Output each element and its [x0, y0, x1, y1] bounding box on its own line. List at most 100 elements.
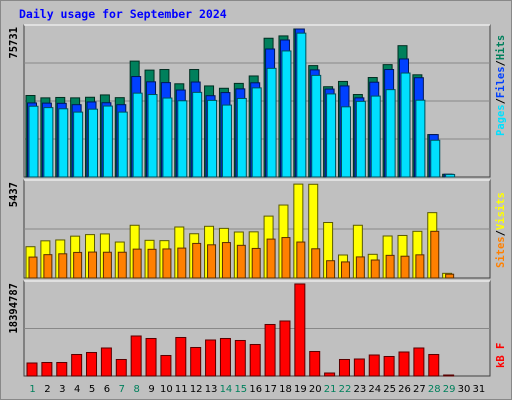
- kbytes-bar: [100, 347, 112, 377]
- kbytes-bar: [279, 320, 291, 377]
- pages-bar: [296, 32, 307, 178]
- sites-bar: [400, 255, 410, 279]
- sites-bar: [88, 251, 98, 279]
- x-tick-label: 22: [339, 384, 352, 395]
- sites-bar: [102, 251, 112, 279]
- pages-bar: [251, 87, 262, 178]
- kbytes-bar: [130, 335, 142, 377]
- x-tick-label: 6: [104, 384, 110, 395]
- kbytes-bar: [309, 350, 321, 377]
- kbytes-bar: [190, 346, 202, 377]
- sites-bar: [207, 244, 217, 279]
- x-tick-label: 15: [234, 384, 247, 395]
- x-tick-label: 3: [59, 384, 65, 395]
- kbytes-bar: [41, 361, 53, 377]
- x-tick-label: 28: [428, 384, 441, 395]
- pages-bar: [132, 92, 143, 178]
- pages-bar: [281, 50, 292, 178]
- sites-bar: [28, 256, 38, 279]
- kbytes-bar: [413, 347, 425, 377]
- x-tick-label: 8: [133, 384, 139, 395]
- kbytes-bar: [234, 339, 246, 377]
- kbytes-bar: [264, 323, 276, 377]
- x-tick-label: 26: [398, 384, 411, 395]
- pages-bar: [385, 89, 396, 178]
- x-tick-label: 23: [353, 384, 366, 395]
- x-tick-label: 18: [279, 384, 292, 395]
- bottom-max-label: 18394787: [8, 283, 20, 334]
- kbytes-bar: [115, 358, 127, 377]
- pages-bar: [88, 108, 99, 178]
- legend-sites: Sites: [495, 236, 507, 268]
- sites-bar: [296, 241, 306, 279]
- bottom-legend: kB F: [495, 343, 507, 368]
- pages-bar: [311, 74, 322, 178]
- middle-legend: Sites/Visits: [495, 192, 507, 268]
- pages-bar: [221, 104, 232, 178]
- x-tick-label: 13: [205, 384, 218, 395]
- kbytes-bar: [71, 353, 83, 377]
- sites-bar: [58, 253, 68, 279]
- sites-bar: [132, 248, 142, 279]
- x-tick-label: 12: [190, 384, 203, 395]
- x-tick-label: 30: [458, 384, 471, 395]
- x-tick-label: 7: [119, 384, 125, 395]
- x-tick-label: 16: [249, 384, 262, 395]
- legend-visits: Visits: [495, 192, 507, 230]
- pages-bar: [58, 108, 69, 178]
- pages-bar: [266, 67, 277, 178]
- x-tick-label: 20: [309, 384, 322, 395]
- kbytes-bar: [428, 353, 440, 377]
- pages-bar: [326, 93, 337, 178]
- pages-bar: [147, 94, 158, 178]
- pages-bar: [28, 105, 39, 178]
- middle-max-label: 5437: [8, 182, 20, 207]
- sites-bar: [311, 248, 321, 279]
- kbytes-bar: [398, 351, 410, 377]
- kbytes-bar: [145, 337, 157, 377]
- sites-bar: [415, 254, 425, 279]
- legend-pages: Pages: [495, 104, 507, 136]
- x-tick-label: 4: [74, 384, 80, 395]
- pages-bar: [73, 111, 84, 178]
- pages-bar: [445, 173, 456, 178]
- sites-bar: [370, 259, 380, 279]
- top-legend: Pages/Files/Hits: [495, 35, 507, 136]
- pages-bar: [236, 97, 247, 178]
- kbytes-bar: [353, 358, 365, 377]
- pages-bar: [370, 95, 381, 178]
- legend-hits: Hits: [495, 35, 507, 60]
- sites-bar: [147, 248, 157, 279]
- sites-bar: [251, 247, 261, 279]
- legend-kbytes: kB F: [495, 343, 507, 368]
- kbytes-bar: [26, 362, 38, 377]
- pages-bar: [355, 100, 366, 178]
- top-max-label: 75731: [8, 27, 20, 59]
- x-tick-label: 27: [413, 384, 426, 395]
- kbytes-bar: [219, 337, 231, 377]
- sites-bar: [192, 242, 202, 279]
- pages-bar: [207, 99, 218, 178]
- sites-bar: [236, 244, 246, 279]
- kbytes-bar: [160, 354, 172, 377]
- sites-bar: [266, 238, 276, 279]
- x-tick-label: 14: [220, 384, 233, 395]
- kbytes-bar: [294, 283, 306, 377]
- sites-bar: [73, 251, 83, 279]
- sites-bar: [445, 273, 455, 279]
- kbytes-bar: [443, 374, 455, 377]
- x-tick-label: 17: [264, 384, 277, 395]
- sites-bar: [355, 256, 365, 279]
- sites-bar: [43, 254, 53, 279]
- x-tick-label: 10: [160, 384, 173, 395]
- pages-bar: [340, 106, 351, 178]
- sites-bar: [430, 230, 440, 279]
- x-tick-label: 19: [294, 384, 307, 395]
- kbytes-bar: [86, 351, 98, 377]
- pages-bar: [415, 99, 426, 178]
- legend-separator: /: [495, 98, 507, 104]
- kbytes-bar: [249, 343, 261, 377]
- pages-bar: [400, 72, 411, 178]
